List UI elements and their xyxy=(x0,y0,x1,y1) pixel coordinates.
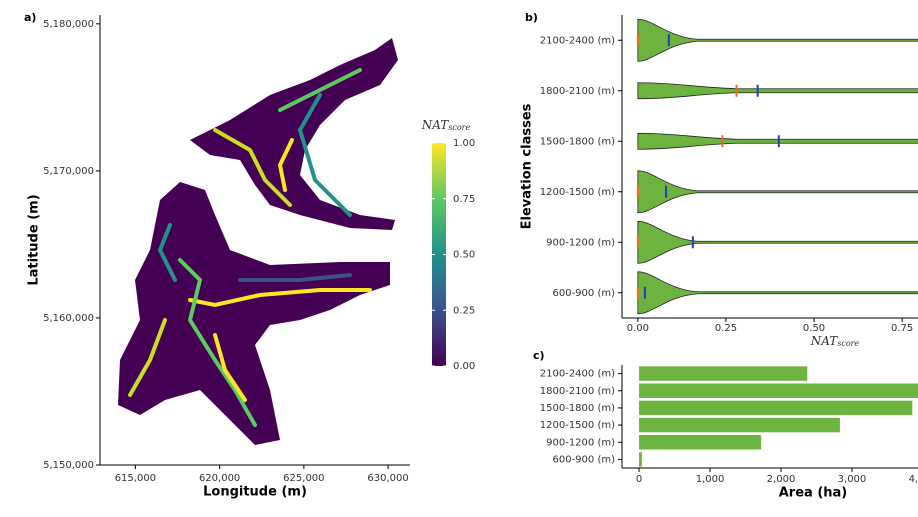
x-tick-label: 0.25 xyxy=(715,323,737,334)
x-tick-label: 620,000 xyxy=(199,473,240,484)
y-axis-label: Latitude (m) xyxy=(27,194,42,285)
bar xyxy=(639,400,913,416)
y-tick-label: 1800-2100 (m) xyxy=(540,86,615,97)
panel-label: a) xyxy=(24,11,36,24)
y-tick-label: 600-900 (m) xyxy=(552,288,615,299)
x-tick-label: 0.75 xyxy=(891,323,913,334)
colorbar-tick-label: 0.25 xyxy=(453,305,475,316)
colorbar xyxy=(432,143,446,366)
colorbar-title-main: NAT xyxy=(421,118,450,132)
x-tick-label: 3,000 xyxy=(838,474,867,485)
x-axis-label: Longitude (m) xyxy=(203,485,307,500)
y-tick-label: 5,170,000 xyxy=(43,166,94,177)
x-tick-label: 1,000 xyxy=(696,474,725,485)
panel-label: b) xyxy=(525,11,538,24)
violin xyxy=(637,18,918,62)
colorbar-title: NATscore xyxy=(421,118,471,133)
bar xyxy=(639,417,840,433)
x-tick-label: 0 xyxy=(636,474,642,485)
y-tick-label: 1500-1800 (m) xyxy=(540,403,615,414)
x-axis-label: Area (ha) xyxy=(779,486,848,501)
y-tick-label: 1200-1500 (m) xyxy=(540,187,615,198)
x-tick-label: 625,000 xyxy=(283,473,324,484)
x-tick-label: 0.50 xyxy=(803,323,825,334)
colorbar-tick-label: 0.50 xyxy=(453,250,475,261)
violin xyxy=(637,220,918,264)
x-tick-label: 615,000 xyxy=(115,473,156,484)
y-axis-label: Elevation classes xyxy=(520,103,535,229)
plot-area xyxy=(636,18,918,315)
colorbar-tick-label: 1.00 xyxy=(453,138,475,149)
bar xyxy=(639,366,808,381)
x-tick-label: 630,000 xyxy=(367,473,408,484)
y-tick-label: 5,160,000 xyxy=(43,313,94,324)
x-tick-label: 4,000 xyxy=(909,474,918,485)
violin xyxy=(637,170,918,214)
y-tick-label: 1500-1800 (m) xyxy=(540,136,615,147)
bar xyxy=(639,452,642,467)
x-axis-label-sub: score xyxy=(837,339,859,348)
colorbar-title-sub: score xyxy=(448,123,470,132)
y-tick-label: 1200-1500 (m) xyxy=(540,420,615,431)
x-tick-label: 2,000 xyxy=(767,474,796,485)
y-tick-label: 5,180,000 xyxy=(43,19,94,30)
x-axis-label: NATscore xyxy=(810,334,860,349)
colorbar-tick-label: 0.75 xyxy=(453,194,475,205)
map-raster xyxy=(118,38,398,445)
y-tick-label: 900-1200 (m) xyxy=(546,437,615,448)
violin xyxy=(637,271,918,315)
violin xyxy=(637,82,918,100)
y-tick-label: 900-1200 (m) xyxy=(546,237,615,248)
x-tick-label: 0.00 xyxy=(627,323,649,334)
panel-label: c) xyxy=(533,349,545,362)
x-axis-label-main: NAT xyxy=(810,334,839,348)
y-tick-label: 600-900 (m) xyxy=(552,454,615,465)
bar xyxy=(639,435,762,450)
bar xyxy=(639,383,918,398)
y-tick-label: 2100-2400 (m) xyxy=(540,369,615,380)
y-tick-label: 1800-2100 (m) xyxy=(540,386,615,397)
plot-area xyxy=(639,366,918,467)
y-tick-label: 5,150,000 xyxy=(43,460,94,471)
y-tick-label: 2100-2400 (m) xyxy=(540,35,615,46)
colorbar-tick-label: 0.00 xyxy=(453,361,475,372)
